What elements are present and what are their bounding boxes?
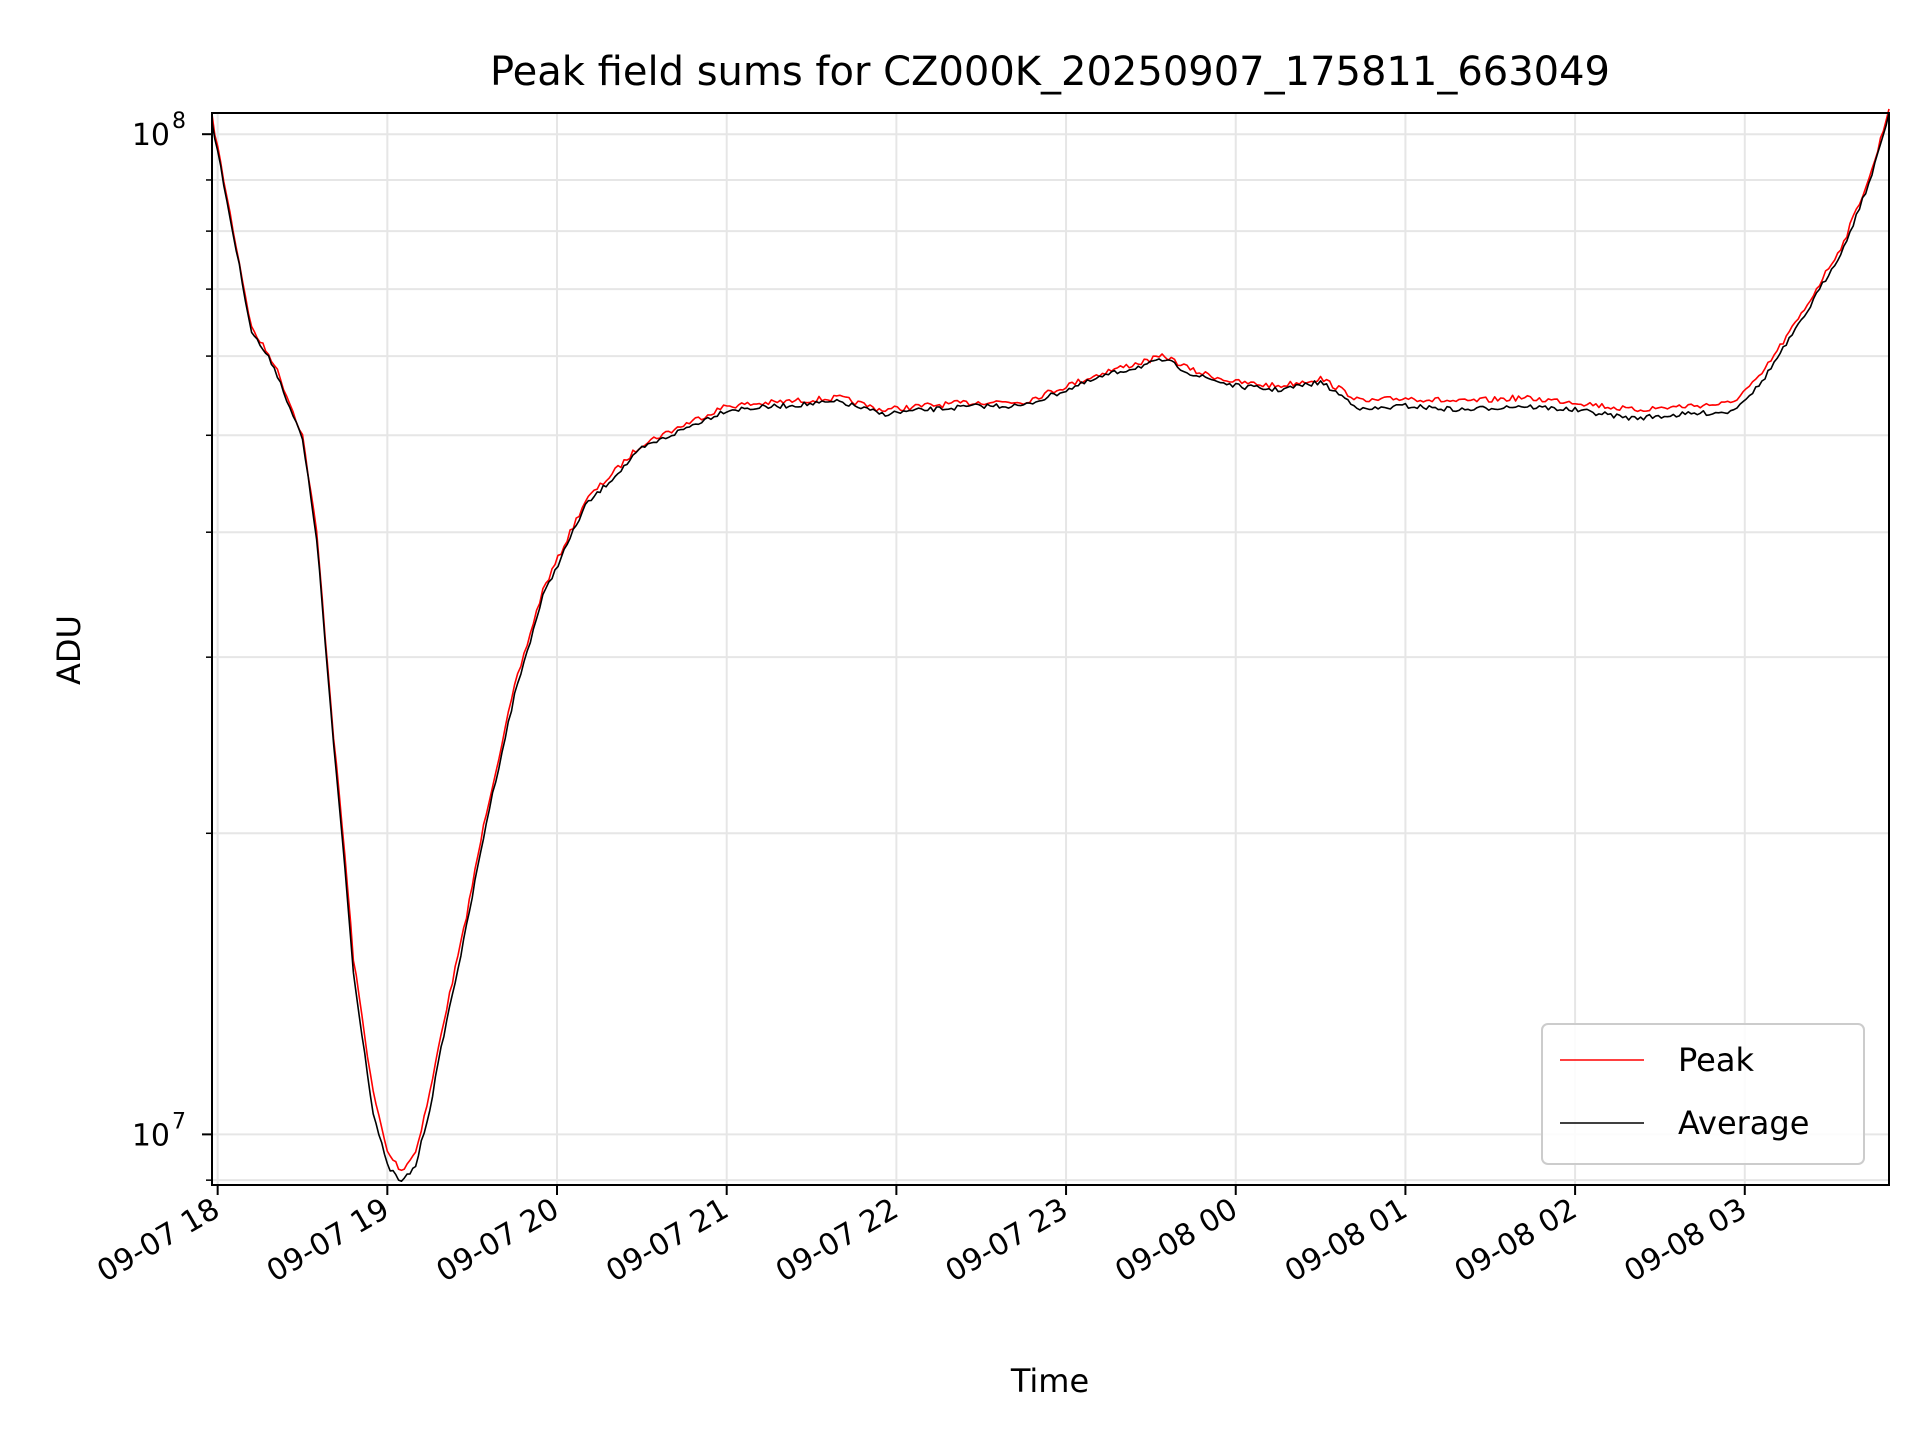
series-lines [211,108,1890,1182]
legend-box [1541,1023,1865,1165]
y-tick-exponent: 8 [172,109,186,134]
legend-average-label: Average [1678,1104,1809,1142]
legend: Peak Average [1541,1023,1865,1165]
plot-frame [211,112,1890,1186]
series-line-average [211,112,1890,1182]
y-axis-label: ADU [50,615,88,685]
y-tick-label: 10 [132,1118,170,1153]
chart-title: Peak field sums for CZ000K_20250907_1758… [490,49,1610,95]
grid [212,113,1889,1185]
y-tick-exponent: 7 [172,1109,186,1134]
series-line-peak [211,108,1890,1172]
y-tick-label: 10 [132,118,170,153]
x-axis-label: Time [1010,1362,1089,1400]
legend-peak-label: Peak [1678,1041,1754,1079]
